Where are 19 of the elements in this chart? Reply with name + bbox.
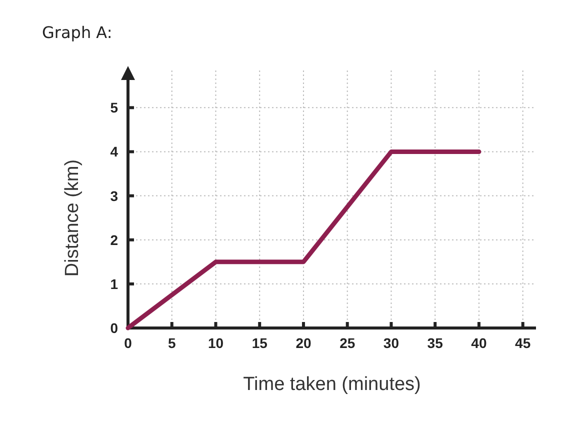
x-tick-label: 40 [471, 335, 487, 351]
x-tick-label: 35 [427, 335, 444, 351]
y-tick-label: 0 [110, 320, 118, 336]
y-tick-label: 1 [110, 276, 118, 292]
x-tick-label: 20 [296, 335, 312, 351]
x-tick-label: 10 [208, 335, 224, 351]
x-axis-title: Time taken (minutes) [243, 374, 421, 395]
y-tick-label: 4 [110, 144, 118, 160]
x-tick-label: 45 [515, 335, 531, 351]
x-tick-label: 0 [124, 335, 132, 351]
y-tick-label: 5 [110, 100, 118, 116]
x-tick-label: 15 [252, 335, 268, 351]
chart-title: Graph A: [42, 23, 112, 42]
x-tick-label: 25 [340, 335, 356, 351]
y-axis-title: Distance (km) [62, 159, 83, 277]
x-tick-label: 30 [383, 335, 400, 351]
y-tick-label: 3 [110, 188, 118, 204]
y-tick-label: 2 [110, 232, 118, 248]
x-tick-label: 5 [168, 335, 176, 351]
